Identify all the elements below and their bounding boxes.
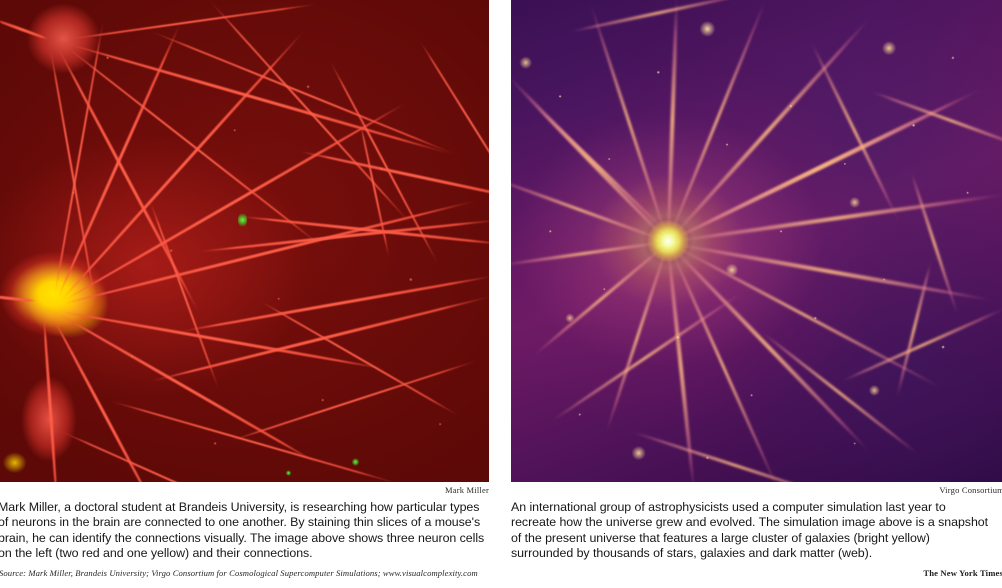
- cosmic-web-image: [511, 0, 1002, 482]
- neuron-image: [0, 0, 489, 482]
- publisher-credit: The New York Times: [923, 568, 1002, 578]
- galaxy-halo-points: [511, 0, 1002, 482]
- green-synapse-marker-2: [352, 458, 359, 466]
- panel-cosmic-web: [511, 0, 1002, 482]
- neuron-synapse-speckles: [0, 0, 489, 482]
- green-synapse-marker-3: [286, 470, 291, 476]
- source-line: Source: Mark Miller, Brandeis University…: [0, 568, 478, 578]
- credit-cosmic-web: Virgo Consortium: [939, 485, 1002, 495]
- figure-footer: Source: Mark Miller, Brandeis University…: [0, 568, 1002, 582]
- panel-neuron: [0, 0, 489, 482]
- caption-cosmic-web: An international group of astrophysicist…: [511, 500, 989, 561]
- green-synapse-marker-1: [238, 212, 247, 228]
- caption-neuron: Mark Miller, a doctoral student at Brand…: [0, 500, 485, 561]
- credit-neuron: Mark Miller: [445, 485, 489, 495]
